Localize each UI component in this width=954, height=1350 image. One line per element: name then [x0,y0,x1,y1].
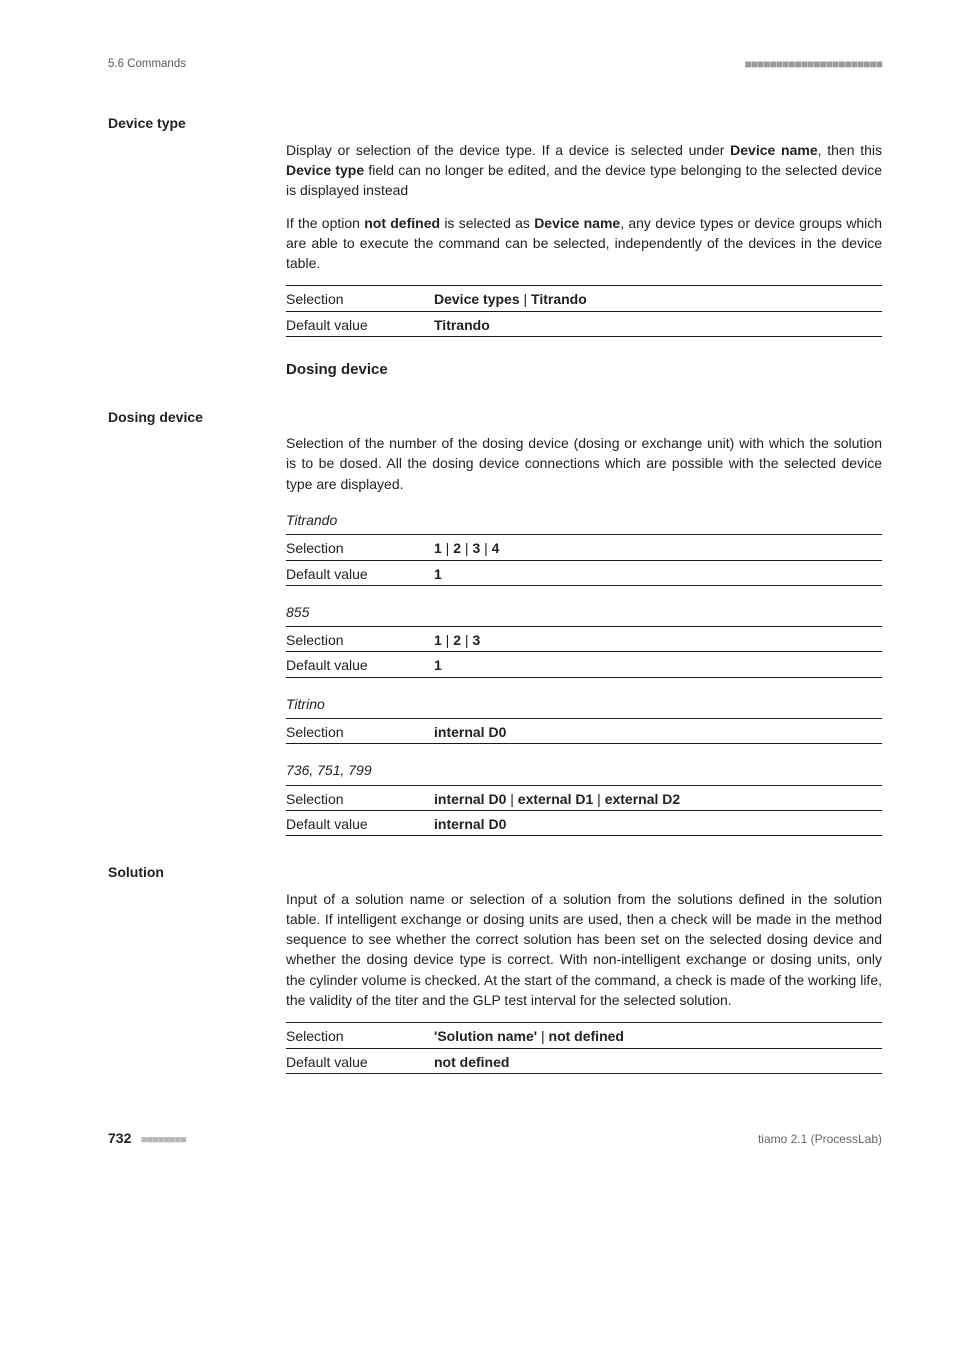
solution-p1: Input of a solution name or selection of… [286,889,882,1011]
table-row: Default value1 [286,560,882,586]
row-value: Device types | Titrando [434,289,882,309]
group-title: 736, 751, 799 [286,760,882,780]
row-value: 1 [434,564,882,584]
group-table: Selectioninternal D0 [286,718,882,744]
table-row: Default value1 [286,651,882,677]
table-row: Selectioninternal D0 [286,718,882,744]
group-table: Selectioninternal D0 | external D1 | ext… [286,785,882,837]
section-label-dosing-device: Dosing device [108,407,882,427]
row-value: 'Solution name' | not defined [434,1026,882,1046]
table-row: Default valueinternal D0 [286,810,882,836]
row-value: internal D0 [434,814,882,834]
page-header: 5.6 Commands ■■■■■■■■■■■■■■■■■■■■■■ [108,56,882,73]
group-title: Titrando [286,510,882,530]
row-key: Selection [286,630,434,650]
solution-body: Input of a solution name or selection of… [286,889,882,1074]
table-row: SelectionDevice types | Titrando [286,285,882,310]
row-key: Default value [286,814,434,834]
row-value: 1 | 2 | 3 [434,630,882,650]
table-row: Selection1 | 2 | 3 | 4 [286,534,882,559]
row-key: Default value [286,1052,434,1072]
row-key: Selection [286,722,434,742]
header-left: 5.6 Commands [108,56,186,73]
row-key: Default value [286,564,434,584]
section-label-solution: Solution [108,862,882,882]
group-title: Titrino [286,694,882,714]
table-row: Selectioninternal D0 | external D1 | ext… [286,785,882,810]
group-table: Selection1 | 2 | 3 | 4Default value1 [286,534,882,586]
footer-left: 732 ■■■■■■■■ [108,1128,186,1149]
table-row: Default valuenot defined [286,1048,882,1074]
footer-ornament: ■■■■■■■■ [141,1134,186,1146]
group-title: 855 [286,602,882,622]
page-footer: 732 ■■■■■■■■ tiamo 2.1 (ProcessLab) [108,1128,882,1149]
section-label-device-type: Device type [108,113,882,133]
table-row: Default valueTitrando [286,311,882,337]
row-value: not defined [434,1052,882,1072]
dosing-device-body: Selection of the number of the dosing de… [286,433,882,836]
table-row: Selection1 | 2 | 3 [286,626,882,651]
device-type-p1: Display or selection of the device type.… [286,140,882,201]
footer-product: tiamo 2.1 (ProcessLab) [758,1131,882,1148]
row-value: 1 [434,655,882,675]
row-value: 1 | 2 | 3 | 4 [434,538,882,558]
group-table: Selection1 | 2 | 3Default value1 [286,626,882,678]
dosing-device-p1: Selection of the number of the dosing de… [286,433,882,494]
row-value: internal D0 | external D1 | external D2 [434,789,882,809]
header-ornament: ■■■■■■■■■■■■■■■■■■■■■■ [745,56,882,73]
device-type-table: SelectionDevice types | TitrandoDefault … [286,285,882,337]
page-number: 732 [108,1130,131,1146]
row-key: Selection [286,1026,434,1046]
row-key: Default value [286,315,434,335]
row-value: Titrando [434,315,882,335]
table-row: Selection'Solution name' | not defined [286,1022,882,1047]
row-key: Default value [286,655,434,675]
row-key: Selection [286,538,434,558]
device-type-p2: If the option not defined is selected as… [286,213,882,274]
row-key: Selection [286,289,434,309]
dosing-device-subhead: Dosing device [286,359,882,381]
solution-table: Selection'Solution name' | not definedDe… [286,1022,882,1074]
row-value: internal D0 [434,722,882,742]
device-type-body: Display or selection of the device type.… [286,140,882,381]
row-key: Selection [286,789,434,809]
